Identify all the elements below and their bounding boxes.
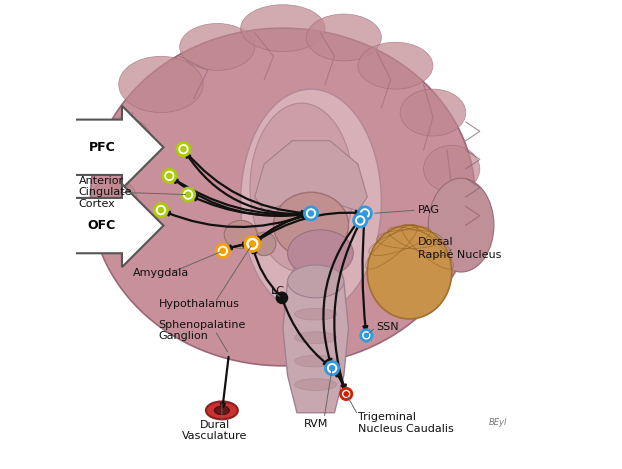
- Polygon shape: [255, 141, 367, 211]
- Text: Dural
Vasculature: Dural Vasculature: [182, 420, 248, 441]
- Circle shape: [276, 292, 287, 303]
- Ellipse shape: [295, 356, 337, 367]
- Circle shape: [182, 188, 195, 201]
- Text: PFC: PFC: [88, 141, 115, 154]
- FancyBboxPatch shape: [62, 184, 164, 267]
- FancyArrowPatch shape: [225, 242, 247, 250]
- Ellipse shape: [91, 178, 137, 225]
- FancyArrowPatch shape: [174, 179, 309, 216]
- Ellipse shape: [295, 285, 337, 297]
- Ellipse shape: [274, 192, 348, 258]
- Ellipse shape: [241, 89, 381, 314]
- Circle shape: [354, 214, 367, 227]
- FancyArrowPatch shape: [228, 244, 249, 249]
- Text: Trigeminal
Nucleus Caudalis: Trigeminal Nucleus Caudalis: [358, 412, 453, 434]
- Text: Hypothalamus: Hypothalamus: [159, 299, 239, 309]
- FancyArrowPatch shape: [323, 215, 363, 363]
- Circle shape: [220, 248, 226, 254]
- FancyArrowPatch shape: [334, 370, 346, 389]
- Text: PAG: PAG: [418, 205, 440, 215]
- Text: Sphenopalatine
Ganglion: Sphenopalatine Ganglion: [159, 320, 246, 341]
- Ellipse shape: [253, 232, 276, 256]
- Circle shape: [245, 236, 260, 251]
- Text: Anterior
Cingulate
Cortex: Anterior Cingulate Cortex: [79, 176, 132, 209]
- FancyArrowPatch shape: [221, 357, 229, 408]
- Circle shape: [180, 146, 187, 152]
- Circle shape: [157, 207, 164, 213]
- Circle shape: [358, 207, 371, 220]
- FancyArrowPatch shape: [334, 216, 364, 389]
- Ellipse shape: [95, 117, 152, 164]
- Ellipse shape: [119, 56, 203, 113]
- FancyArrowPatch shape: [254, 214, 306, 242]
- Ellipse shape: [400, 89, 466, 136]
- Text: Dorsal
Raphé Nucleus: Dorsal Raphé Nucleus: [418, 237, 501, 260]
- Ellipse shape: [295, 379, 337, 390]
- Ellipse shape: [287, 265, 344, 298]
- Ellipse shape: [367, 225, 452, 319]
- FancyArrowPatch shape: [253, 249, 280, 296]
- Circle shape: [341, 388, 352, 400]
- Ellipse shape: [306, 14, 381, 61]
- Ellipse shape: [295, 332, 337, 343]
- Text: LC: LC: [271, 286, 285, 296]
- Circle shape: [185, 191, 192, 198]
- Ellipse shape: [287, 230, 353, 277]
- Ellipse shape: [215, 406, 230, 415]
- FancyArrowPatch shape: [193, 197, 309, 216]
- Ellipse shape: [429, 202, 475, 249]
- FancyArrowPatch shape: [254, 211, 360, 242]
- Text: Amygdala: Amygdala: [132, 268, 189, 278]
- Polygon shape: [283, 263, 348, 413]
- Circle shape: [363, 333, 369, 338]
- Ellipse shape: [241, 5, 325, 52]
- Circle shape: [216, 244, 230, 257]
- Circle shape: [308, 210, 314, 217]
- Ellipse shape: [424, 145, 480, 192]
- Text: OFC: OFC: [88, 219, 116, 232]
- Circle shape: [166, 173, 173, 179]
- Circle shape: [177, 143, 190, 156]
- Ellipse shape: [250, 103, 353, 272]
- Circle shape: [329, 365, 335, 371]
- Ellipse shape: [429, 178, 494, 272]
- Ellipse shape: [358, 42, 433, 89]
- FancyArrowPatch shape: [172, 177, 306, 216]
- FancyArrowPatch shape: [312, 216, 364, 265]
- FancyArrowPatch shape: [335, 372, 345, 391]
- FancyArrowPatch shape: [283, 301, 328, 365]
- Circle shape: [163, 169, 176, 182]
- Circle shape: [154, 204, 167, 217]
- Circle shape: [343, 391, 349, 397]
- FancyArrowPatch shape: [185, 151, 306, 215]
- Text: SSN: SSN: [377, 322, 399, 333]
- FancyBboxPatch shape: [62, 106, 164, 189]
- Circle shape: [304, 207, 318, 220]
- FancyArrowPatch shape: [312, 164, 364, 211]
- Text: RVM: RVM: [304, 419, 328, 430]
- Ellipse shape: [206, 401, 238, 419]
- Circle shape: [361, 330, 372, 341]
- Circle shape: [361, 210, 368, 217]
- Ellipse shape: [225, 220, 257, 249]
- Text: BEyl: BEyl: [490, 417, 508, 427]
- FancyArrowPatch shape: [256, 214, 309, 241]
- Circle shape: [325, 362, 338, 375]
- Ellipse shape: [295, 309, 337, 320]
- Circle shape: [249, 240, 256, 248]
- FancyArrowPatch shape: [166, 212, 309, 227]
- Ellipse shape: [91, 28, 475, 366]
- Ellipse shape: [180, 23, 255, 70]
- FancyArrowPatch shape: [187, 153, 309, 214]
- FancyArrowPatch shape: [363, 216, 368, 330]
- Circle shape: [357, 217, 363, 224]
